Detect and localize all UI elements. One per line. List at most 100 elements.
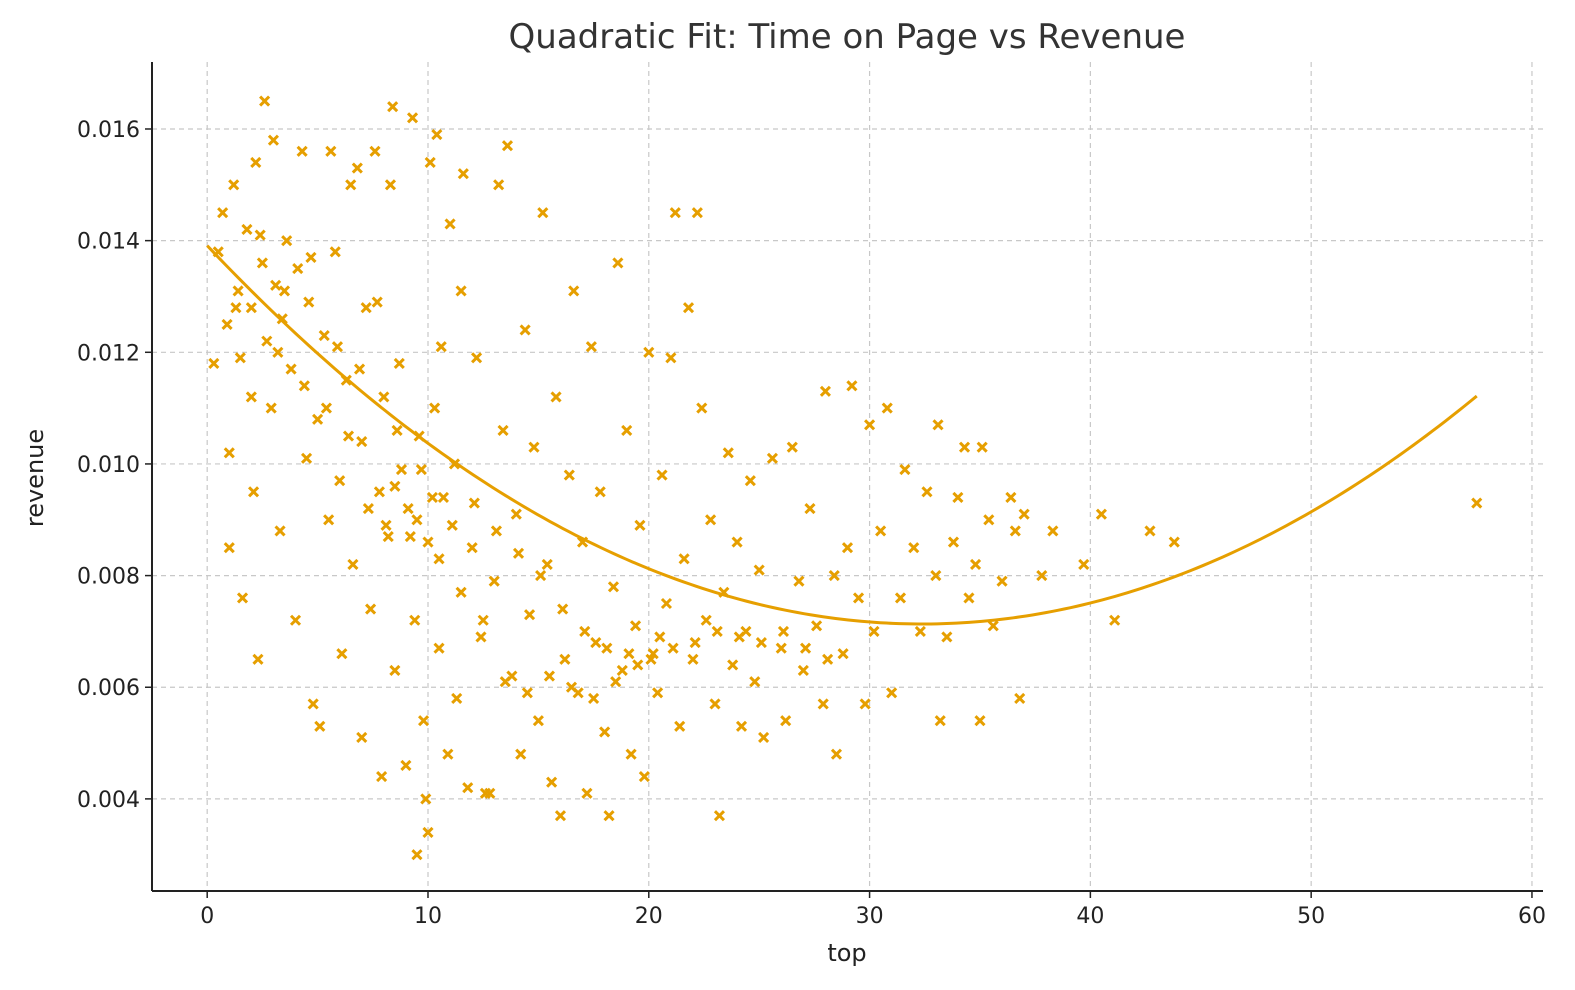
- data-point: [976, 441, 988, 453]
- data-point: [278, 285, 291, 297]
- data-point: [521, 687, 533, 699]
- x-axis-label: top: [827, 939, 866, 967]
- data-point: [579, 625, 591, 637]
- data-point: [983, 514, 995, 526]
- data-point: [875, 525, 887, 537]
- data-point: [265, 402, 277, 414]
- data-point: [921, 486, 933, 498]
- data-point: [1018, 508, 1030, 520]
- data-point: [274, 525, 286, 537]
- data-point: [501, 140, 514, 152]
- data-point: [252, 653, 264, 665]
- data-point: [656, 469, 668, 481]
- data-point: [371, 296, 383, 308]
- data-point: [420, 793, 432, 805]
- data-point: [535, 570, 547, 582]
- data-point: [1471, 497, 1483, 509]
- data-point: [537, 207, 549, 219]
- data-point: [248, 486, 260, 498]
- data-point: [550, 391, 562, 403]
- data-point: [532, 715, 544, 727]
- data-point: [285, 363, 297, 375]
- data-point: [541, 558, 553, 570]
- data-point: [1078, 558, 1090, 570]
- data-point: [342, 430, 355, 442]
- data-point: [468, 497, 480, 509]
- data-point: [934, 715, 946, 727]
- data-point: [811, 620, 823, 632]
- data-point: [312, 413, 324, 425]
- quadratic-fit-line: [206, 244, 1478, 626]
- data-point: [565, 681, 578, 693]
- data-point: [320, 402, 332, 414]
- data-point: [404, 530, 416, 543]
- data-point: [645, 653, 657, 665]
- x-tick-label: 20: [635, 904, 663, 929]
- data-point: [455, 586, 467, 598]
- data-point: [713, 810, 726, 822]
- data-point: [1047, 525, 1059, 537]
- data-point: [422, 536, 434, 548]
- data-point: [1168, 536, 1180, 548]
- data-point: [687, 653, 699, 665]
- data-point: [446, 519, 458, 531]
- y-tick-label: 0.006: [77, 676, 140, 701]
- data-point: [429, 402, 441, 414]
- data-point: [365, 603, 377, 615]
- y-tick-label: 0.004: [77, 788, 140, 813]
- data-point: [775, 642, 787, 654]
- data-point: [974, 715, 986, 727]
- data-point: [424, 156, 436, 169]
- data-point: [733, 631, 745, 643]
- data-point: [223, 447, 235, 459]
- data-point: [758, 731, 770, 744]
- x-tick-label: 50: [1297, 904, 1325, 929]
- data-point: [705, 514, 717, 526]
- data-point: [638, 770, 650, 783]
- data-point: [250, 156, 262, 169]
- data-point: [908, 542, 920, 554]
- data-point: [682, 302, 695, 314]
- data-point: [369, 145, 381, 157]
- data-point: [958, 441, 971, 453]
- data-point: [382, 530, 394, 543]
- data-point: [455, 285, 467, 297]
- data-point: [963, 592, 975, 604]
- data-point: [256, 257, 268, 269]
- data-point: [488, 575, 500, 587]
- data-point: [581, 787, 593, 799]
- data-point: [353, 363, 366, 375]
- data-point: [766, 452, 778, 464]
- data-point: [462, 782, 474, 794]
- data-point: [817, 698, 829, 710]
- data-point: [632, 659, 644, 671]
- data-point: [930, 570, 942, 582]
- chart-title: Quadratic Fit: Time on Page vs Revenue: [509, 17, 1186, 57]
- data-point: [292, 262, 304, 275]
- data-point: [1009, 525, 1021, 537]
- data-point: [914, 625, 926, 637]
- data-point: [515, 748, 527, 760]
- data-point: [303, 296, 315, 308]
- data-point: [418, 715, 430, 727]
- data-point: [325, 145, 337, 157]
- data-point: [1014, 692, 1026, 704]
- data-point: [221, 318, 233, 330]
- data-point: [261, 335, 273, 347]
- data-point: [709, 698, 721, 710]
- data-point: [356, 731, 368, 744]
- data-point: [254, 229, 266, 241]
- data-point: [232, 285, 244, 297]
- data-point: [477, 614, 489, 626]
- data-point: [351, 162, 363, 174]
- data-point: [523, 609, 536, 621]
- data-point: [822, 653, 834, 665]
- data-point: [652, 687, 664, 699]
- data-point: [426, 491, 438, 503]
- data-point: [852, 592, 865, 604]
- data-point: [621, 424, 633, 437]
- data-point: [281, 235, 293, 247]
- data-point: [828, 570, 840, 582]
- grid-lines: [152, 62, 1543, 891]
- data-point: [700, 614, 712, 626]
